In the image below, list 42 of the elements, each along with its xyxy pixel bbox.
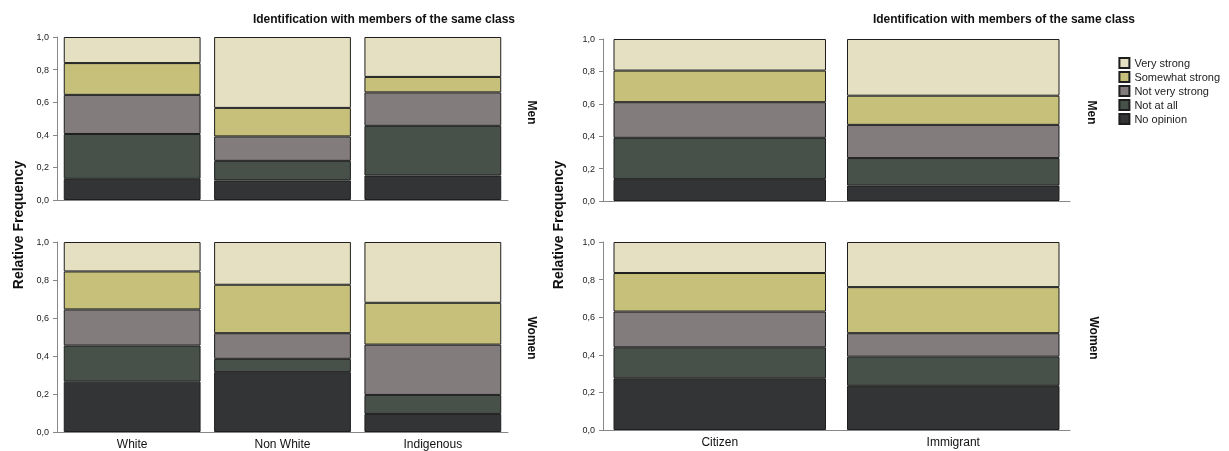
y-tick-label: 0,8 <box>36 275 49 285</box>
chart-title: Identification with members of the same class <box>872 12 1136 26</box>
y-tick-label: 0,0 <box>36 195 49 205</box>
x-tick-label: Immigrant <box>926 435 981 449</box>
chart-title: Identification with members of the same class <box>252 12 516 26</box>
legend-label: Not at all <box>1134 99 1178 111</box>
x-tick-label: White <box>116 437 148 451</box>
y-axis-title: Relative Frequency <box>10 160 26 290</box>
y-tick-label: 0,4 <box>582 131 595 142</box>
y-tick-label: 1,0 <box>36 237 49 247</box>
y-axis-title: Relative Frequency <box>550 160 566 290</box>
y-tick-label: 0,8 <box>582 66 595 77</box>
y-tick-label: 0,0 <box>582 196 595 206</box>
y-tick-label: 1,0 <box>582 34 595 44</box>
y-tick-label: 0,6 <box>582 312 595 323</box>
y-tick-label: 0,4 <box>582 349 595 360</box>
y-tick-label: 0,4 <box>36 129 49 140</box>
y-tick-label: 0,6 <box>36 313 49 323</box>
y-tick-label: 1,0 <box>36 32 49 42</box>
y-tick-label: 0,2 <box>582 387 595 398</box>
y-tick-label: 1,0 <box>582 237 595 247</box>
y-tick-label: 0,0 <box>582 425 595 435</box>
legend-label: Not very strong <box>1134 85 1209 97</box>
text: Women <box>525 316 539 360</box>
y-tick-label: 0,8 <box>582 274 595 285</box>
x-tick-label: Indigenous <box>403 437 463 451</box>
legend-label: No opinion <box>1134 113 1187 125</box>
x-tick-label: Citizen <box>701 435 739 449</box>
y-tick-label: 0,0 <box>36 427 49 437</box>
y-tick-label: 0,6 <box>36 97 49 108</box>
y-tick-label: 0,8 <box>36 64 49 75</box>
y-tick-label: 0,2 <box>36 162 49 173</box>
legend-label: Somewhat strong <box>1134 71 1221 83</box>
legend-label: Very strong <box>1134 57 1191 69</box>
text: Women <box>1087 316 1101 360</box>
x-tick-label: Non White <box>254 437 311 451</box>
text: Men <box>1085 100 1099 125</box>
y-tick-label: 0,4 <box>36 351 49 361</box>
text: Men <box>525 100 539 125</box>
y-tick-label: 0,6 <box>582 98 595 109</box>
y-tick-label: 0,2 <box>582 163 595 174</box>
y-tick-label: 0,2 <box>36 389 49 399</box>
